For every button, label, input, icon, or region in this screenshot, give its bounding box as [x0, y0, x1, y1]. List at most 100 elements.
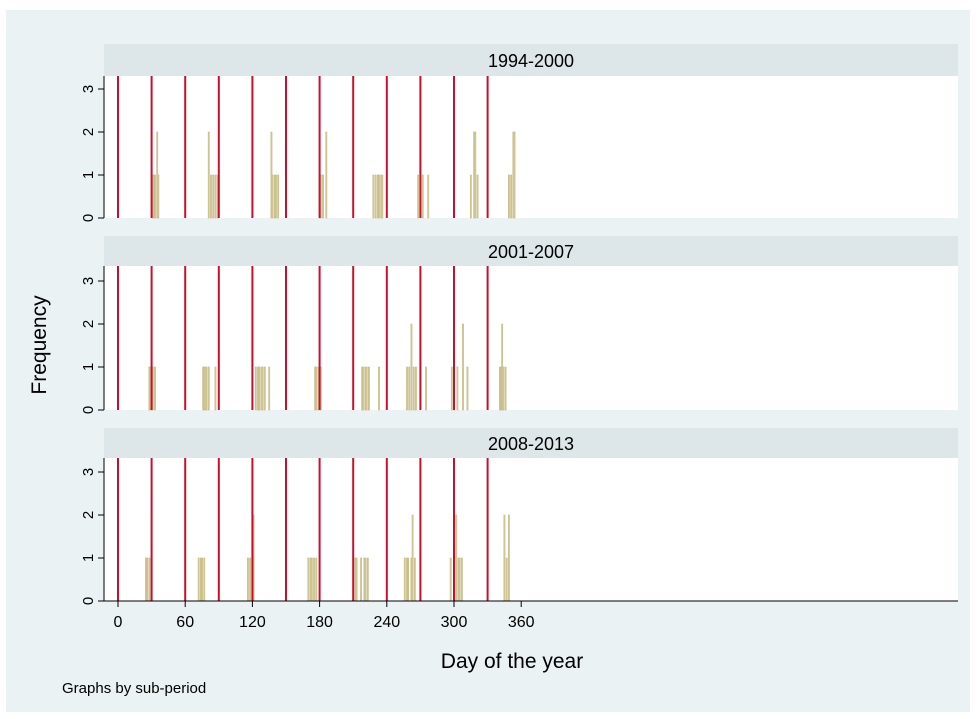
y-tick-label: 3: [80, 85, 97, 93]
histogram-bar: [154, 366, 156, 411]
histogram-bar: [268, 366, 271, 411]
histogram-bar: [310, 557, 313, 602]
y-axis-title: Frequency: [28, 295, 51, 395]
histogram-bar: [378, 174, 380, 219]
histogram-bar: [364, 557, 367, 602]
histogram-bar: [403, 557, 406, 602]
histogram-bar: [505, 557, 508, 602]
histogram-bar: [502, 366, 505, 411]
histogram-bar: [325, 131, 328, 219]
histogram-bar: [360, 557, 362, 602]
y-tick-label: 2: [80, 511, 97, 519]
panel-title: 2001-2007: [488, 242, 574, 262]
histogram-bar: [366, 557, 369, 602]
histogram-bar: [504, 366, 507, 411]
histogram-bar: [413, 557, 416, 602]
histogram-bar: [410, 323, 413, 411]
histogram-bar: [277, 174, 280, 219]
histogram-bar: [271, 174, 274, 219]
histogram-bar: [455, 514, 458, 602]
histogram-bar: [462, 323, 464, 411]
histogram-bar: [466, 366, 469, 411]
histogram-bar: [411, 514, 414, 602]
histogram-bar: [458, 557, 461, 602]
histogram-bar: [381, 174, 384, 219]
panel-title: 1994-2000: [488, 51, 574, 71]
histogram-bar: [315, 557, 318, 602]
histogram-bar: [368, 366, 370, 411]
footnote: Graphs by sub-period: [62, 680, 206, 697]
histogram-bar: [263, 366, 266, 411]
y-tick-label: 1: [80, 554, 97, 562]
histogram-bar: [210, 174, 212, 219]
histogram-bar: [372, 174, 375, 219]
histogram-bar: [378, 366, 380, 411]
histogram-bar: [449, 557, 452, 602]
y-tick-label: 0: [80, 406, 97, 414]
panel-title: 2008-2013: [488, 434, 574, 454]
y-tick-label: 3: [80, 468, 97, 476]
y-tick-label: 1: [80, 363, 97, 371]
histogram-bar: [508, 514, 510, 602]
histogram-bar: [207, 366, 210, 411]
panel-strip: [104, 236, 958, 266]
x-tick-label: 300: [441, 614, 468, 631]
histogram-bar: [365, 366, 368, 411]
plot-area: [104, 266, 958, 410]
histogram-bar: [258, 366, 261, 411]
histogram-bar: [315, 366, 318, 411]
histogram-bar: [197, 557, 200, 602]
histogram-bar: [421, 174, 424, 219]
histogram-bar: [249, 557, 252, 602]
histogram-bar: [460, 557, 463, 602]
histogram-bar: [201, 557, 203, 602]
histogram-bar: [425, 366, 427, 411]
histogram-bar: [355, 557, 358, 602]
x-tick-label: 0: [114, 614, 123, 631]
plot-area: [104, 458, 958, 601]
y-tick-label: 0: [80, 214, 97, 222]
histogram-bar: [407, 557, 409, 602]
histogram-bar: [212, 174, 215, 219]
histogram-bar: [469, 174, 472, 219]
histogram-bar: [214, 366, 217, 411]
histogram-bar: [476, 174, 479, 219]
histogram-bar: [254, 366, 257, 411]
histogram-bar: [261, 366, 264, 411]
histogram-bar: [146, 557, 149, 602]
histogram-bar: [417, 174, 420, 219]
histogram-bar: [374, 174, 377, 219]
x-tick-label: 240: [373, 614, 400, 631]
y-tick-label: 0: [80, 597, 97, 605]
histogram-bar: [513, 131, 516, 219]
histogram-bar: [362, 366, 365, 411]
histogram-bar: [510, 174, 513, 219]
histogram-bar: [427, 174, 430, 219]
histogram-bar: [275, 174, 277, 219]
histogram-bar: [154, 174, 156, 219]
x-tick-label: 120: [239, 614, 266, 631]
histogram-bar: [406, 366, 408, 411]
x-tick-label: 60: [176, 614, 194, 631]
panel-strip: [104, 428, 958, 458]
histogram-bar: [307, 557, 310, 602]
y-tick-label: 2: [80, 320, 97, 328]
histogram-bar: [408, 366, 411, 411]
histogram-bar: [157, 174, 160, 219]
histogram-bar: [247, 557, 249, 602]
histogram-bar: [508, 174, 510, 219]
y-tick-label: 1: [80, 171, 97, 179]
panel-strip: [104, 44, 958, 76]
x-axis-title: Day of the year: [441, 650, 583, 673]
histogram-bar: [503, 514, 506, 602]
histogram-bar: [203, 557, 206, 602]
histogram-bar: [412, 366, 415, 411]
histogram-bar: [450, 366, 453, 411]
histogram-bar: [148, 557, 151, 602]
histogram-bar: [456, 366, 459, 411]
histogram-bar: [474, 131, 477, 219]
x-tick-label: 360: [508, 614, 535, 631]
histogram-bar: [313, 557, 315, 602]
